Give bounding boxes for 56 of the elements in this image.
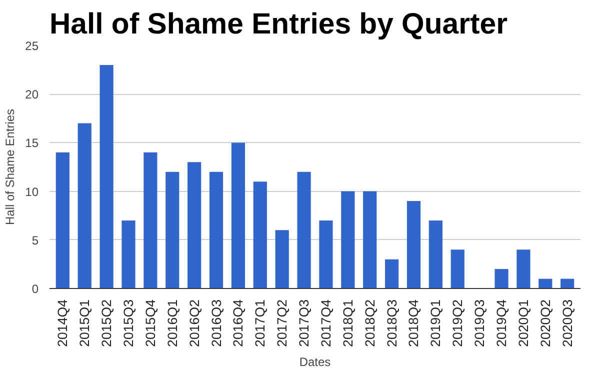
y-tick-label: 20 [25, 88, 39, 102]
bar [516, 250, 530, 288]
x-tick-label: 2020Q2 [538, 299, 553, 347]
x-tick-label: 2019Q4 [494, 298, 510, 347]
x-tick-label: 2016Q3 [208, 299, 224, 347]
x-tick-label: 2019Q3 [472, 299, 488, 347]
bar [341, 191, 355, 288]
bar [494, 269, 508, 288]
y-axis-title: Hall of Shame Entries [3, 108, 18, 226]
bar [297, 172, 311, 288]
x-tick-label: 2019Q2 [450, 299, 466, 347]
bar [122, 220, 136, 288]
bar [363, 191, 377, 288]
bar [78, 123, 92, 288]
bar [231, 142, 246, 288]
x-tick-label: 2017Q2 [274, 299, 290, 347]
x-tick-label: 2017Q1 [252, 299, 268, 347]
bar [253, 182, 267, 288]
x-tick-label: 2020Q1 [516, 299, 531, 347]
bar [56, 152, 70, 288]
bar [275, 230, 289, 288]
x-tick-label: 2018Q2 [362, 299, 378, 347]
x-tick-label: 2018Q1 [340, 299, 356, 347]
y-tick-label: 25 [25, 39, 39, 53]
bar [450, 250, 464, 288]
chart-title: Hall of Shame Entries by Quarter [50, 8, 508, 40]
x-tick-label: 2016Q1 [164, 299, 180, 347]
x-tick-label: 2020Q3 [560, 299, 575, 347]
bar [538, 278, 552, 288]
x-tick-label: 2015Q1 [77, 299, 92, 347]
y-tick-label: 15 [25, 136, 39, 150]
bar [209, 172, 224, 288]
x-tick-label: 2018Q3 [384, 299, 400, 347]
x-tick-label: 2014Q4 [55, 298, 70, 347]
bar [560, 278, 574, 288]
bar [428, 220, 442, 288]
bar [319, 220, 333, 288]
y-tick-label: 10 [25, 184, 39, 199]
x-tick-label: 2016Q4 [230, 298, 246, 347]
x-axis-title: Dates [299, 354, 331, 369]
x-tick-label: 2019Q1 [428, 299, 444, 347]
bar [406, 201, 421, 288]
bar [144, 152, 158, 288]
x-tick-label: 2016Q2 [186, 299, 202, 347]
bar [384, 259, 399, 288]
bar [188, 162, 202, 288]
bar [100, 64, 114, 288]
x-tick-label: 2018Q4 [406, 298, 422, 347]
x-tick-label: 2015Q4 [142, 298, 158, 347]
bar [166, 172, 180, 288]
x-tick-label: 2015Q3 [120, 299, 136, 347]
x-tick-label: 2017Q3 [296, 299, 312, 347]
y-tick-label: 5 [32, 233, 39, 248]
y-tick-label: 0 [32, 282, 39, 296]
x-tick-label: 2015Q2 [99, 299, 114, 347]
x-tick-label: 2017Q4 [318, 298, 334, 347]
